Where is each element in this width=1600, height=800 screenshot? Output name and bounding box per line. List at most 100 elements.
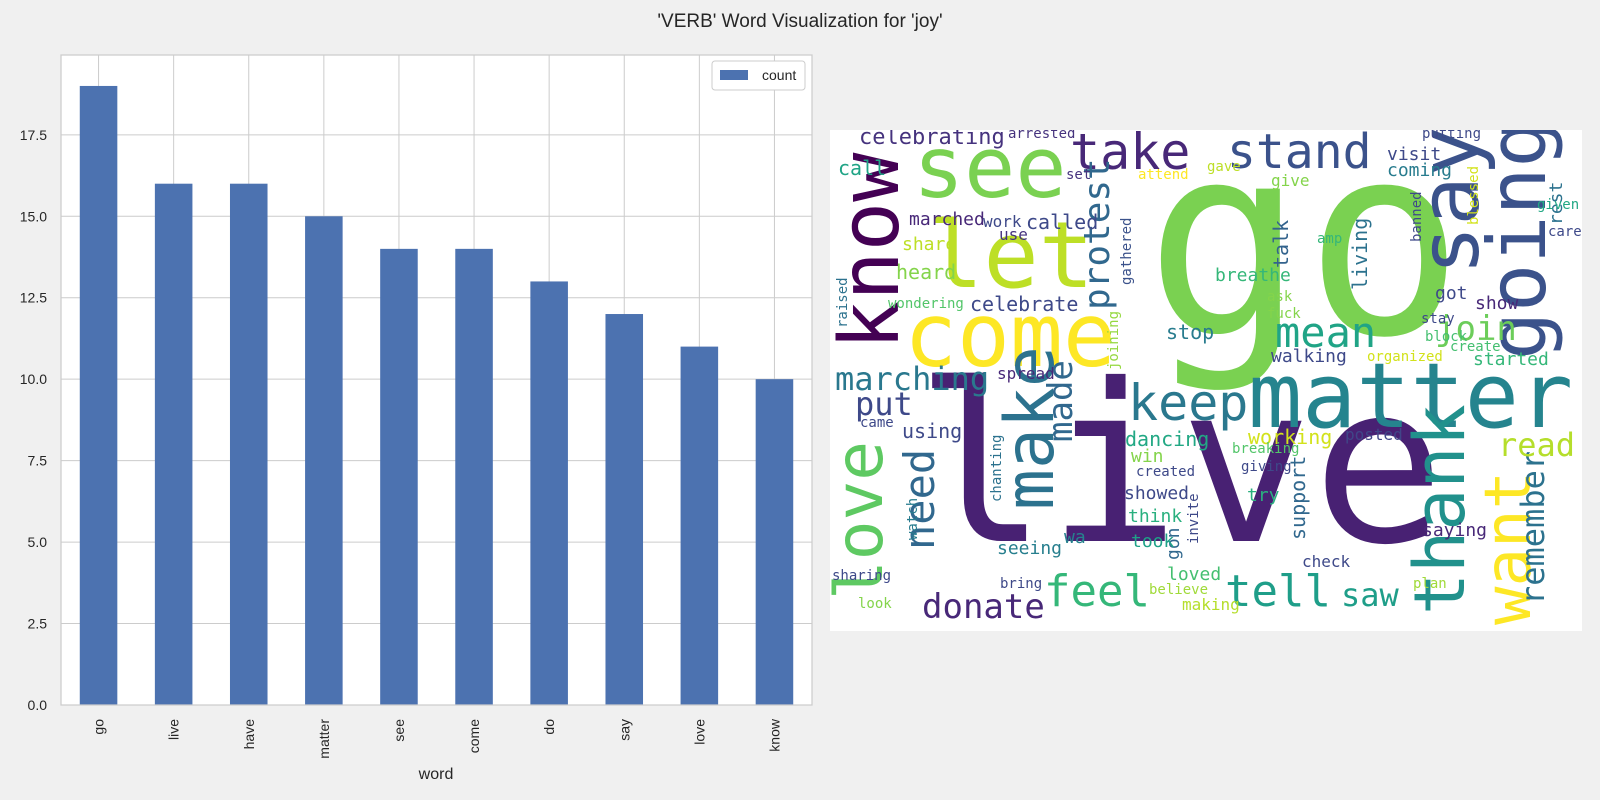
legend: count (711, 60, 806, 91)
cloud-word-let: let (928, 202, 1095, 309)
cloud-word-use: use (999, 225, 1028, 244)
x-tick-labels: go live have matter see come do say love know (91, 718, 783, 759)
cloud-word-loved: loved (1167, 564, 1222, 585)
cloud-word-coming: coming (1387, 160, 1453, 181)
cloud-word-block: block (1425, 329, 1468, 345)
legend-box (711, 60, 806, 91)
x-tick-label: matter (316, 719, 332, 759)
figure-title: 'VERB' Word Visualization for 'joy' (657, 11, 943, 32)
cloud-word-working: working (1248, 425, 1333, 449)
x-tick-label: say (616, 719, 632, 741)
cloud-word-set: set (1066, 167, 1092, 183)
bar-have (229, 183, 268, 705)
cloud-word-organized: organized (1367, 349, 1443, 365)
cloud-word-visit: visit (1387, 144, 1442, 165)
cloud-word-donate: donate (922, 587, 1045, 627)
x-axis-label: word (418, 766, 454, 783)
cloud-word-create: create (1450, 339, 1501, 355)
y-tick-label: 7.5 (28, 453, 48, 469)
cloud-word-sharing: sharing (832, 568, 892, 584)
cloud-word-spread: spread (997, 364, 1055, 383)
y-tick-labels: 0.0 2.5 5.0 7.5 10.0 12.5 15.0 17.5 (20, 127, 47, 713)
cloud-word-posted: posted (1345, 425, 1403, 444)
cloud-word-live: live (915, 337, 1445, 593)
cloud-word-try: try (1247, 485, 1280, 506)
cloud-word-blessed: blessed (1466, 165, 1482, 225)
y-tick-label: 10.0 (20, 371, 47, 387)
cloud-word-raised: raised (835, 277, 851, 328)
y-tick-label: 0.0 (28, 697, 48, 713)
cloud-word-joining: joining (1106, 310, 1122, 370)
cloud-word-share: share (902, 234, 957, 255)
bars (79, 85, 794, 705)
cloud-word-called: called (1026, 210, 1099, 234)
cloud-word-watch: watch (905, 497, 921, 540)
cloud-word-celebrating: celebrating (859, 130, 1005, 150)
cloud-word-feel: feel (1044, 566, 1150, 617)
cloud-word-come: come (904, 284, 1116, 387)
cloud-word-got: got (1435, 283, 1468, 304)
cloud-word-take: take (1070, 130, 1191, 181)
cloud-word-amp: amp (1317, 231, 1343, 247)
cloud-word-chanting: chanting (989, 434, 1005, 502)
cloud-word-believe: believe (1149, 582, 1209, 598)
cloud-word-stand: stand (1227, 130, 1372, 180)
cloud-word-think: think (1128, 506, 1183, 527)
x-tick-label: come (466, 719, 482, 753)
cloud-word-read: read (1498, 426, 1576, 464)
cloud-word-walking: walking (1271, 346, 1347, 367)
cloud-word-breaking: breaking (1232, 441, 1300, 457)
cloud-word-banned: banned (1409, 191, 1425, 242)
bar-say (605, 314, 644, 705)
bar-do (530, 281, 568, 705)
cloud-word-mean: mean (1275, 308, 1377, 357)
cloud-word-wondering: wondering (888, 296, 964, 312)
cloud-word-fuck: fuck (1267, 306, 1301, 322)
cloud-word-remember: remember (1514, 450, 1552, 605)
cloud-word-attend: attend (1138, 167, 1189, 183)
cloud-word-started: started (1473, 349, 1549, 370)
x-tick-label: live (166, 719, 182, 740)
cloud-word-living: living (1348, 217, 1372, 290)
cloud-word-heard: heard (896, 260, 957, 284)
legend-swatch (720, 70, 748, 80)
cloud-word-tell: tell (1225, 566, 1331, 617)
cloud-word-breathe: breathe (1215, 265, 1291, 286)
cloud-word-show: show (1475, 293, 1519, 314)
bar-know (755, 379, 794, 705)
cloud-word-saying: saying (1422, 520, 1488, 541)
cloud-word-gathered: gathered (1119, 217, 1135, 285)
x-tick-label: see (391, 719, 407, 742)
cloud-word-put: put (855, 385, 913, 423)
x-tick-label: know (766, 718, 782, 752)
bar-chart: 0.0 2.5 5.0 7.5 10.0 12.5 15.0 17.5 go live have m… (20, 54, 813, 783)
cloud-word-using: using (902, 419, 963, 443)
x-tick-label: do (541, 719, 557, 735)
bar-come (455, 248, 493, 705)
cloud-word-given: given (1537, 197, 1580, 213)
cloud-word-check: check (1302, 552, 1351, 571)
plot-frame (60, 54, 813, 706)
y-tick-label: 12.5 (20, 290, 47, 306)
cloud-word-talk: talk (1269, 219, 1293, 268)
cloud-word-keep: keep (1128, 374, 1249, 432)
y-tick-label: 5.0 (28, 534, 48, 550)
y-tick-label: 15.0 (20, 208, 47, 224)
cloud-word-seeing: seeing (997, 538, 1063, 559)
cloud-word-join: join (1435, 309, 1517, 349)
cloud-word-go: go (1145, 130, 1465, 396)
cloud-word-saw: saw (1341, 576, 1399, 614)
x-tick-label: love (691, 719, 707, 745)
cloud-word-putting: putting (1422, 130, 1482, 142)
cloud-word-showed: showed (1124, 483, 1190, 504)
cloud-word-invite: invite (1186, 493, 1202, 544)
cloud-word-gave: gave (1207, 159, 1241, 175)
cloud-word-wa: wa (1064, 527, 1086, 548)
x-tick-label: have (241, 719, 257, 750)
cloud-word-stop: stop (1166, 320, 1215, 344)
cloud-word-call: call (838, 156, 887, 180)
cloud-word-dancing: dancing (1125, 427, 1210, 451)
cloud-word-marched: marched (909, 209, 985, 230)
cloud-word-bring: bring (1000, 576, 1043, 592)
bar-matter (305, 216, 343, 705)
